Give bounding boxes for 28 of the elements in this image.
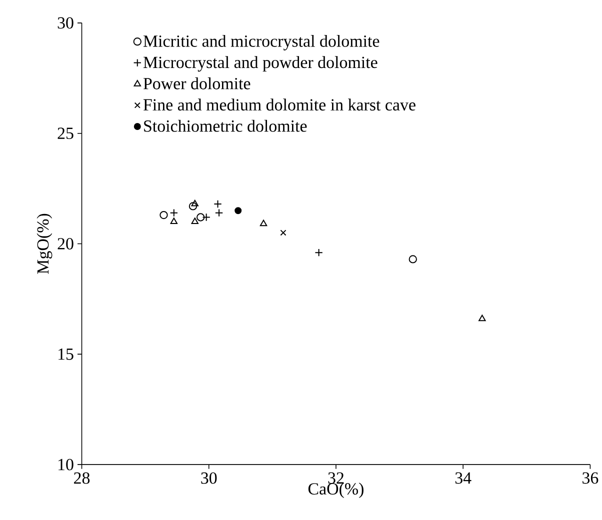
- point: [280, 229, 286, 236]
- legend-label: Fine and medium dolomite in karst cave: [143, 98, 416, 110]
- legend-label: Micritic and microcrystal dolomite: [143, 34, 380, 50]
- y-tick-label: 20: [58, 238, 74, 250]
- point: [478, 314, 486, 321]
- y-tick-label: 25: [58, 127, 74, 139]
- y-tick-label: 15: [58, 348, 74, 360]
- point: [234, 206, 242, 214]
- x-tick-label: 36: [582, 472, 598, 484]
- point: [160, 210, 168, 219]
- x-axis-title: CaO(%): [308, 482, 364, 498]
- legend-label: Microcrystal and powder dolomite: [143, 56, 378, 72]
- y-tick-label: 30: [58, 17, 74, 28]
- legend-label: Power dolomite: [143, 77, 250, 90]
- point: [214, 208, 224, 217]
- point: [260, 220, 268, 226]
- x-tick-label: 34: [455, 472, 472, 484]
- legend-label: Stoichiometric dolomite: [144, 120, 307, 132]
- point: [191, 217, 198, 224]
- y-axis-title: MgO(%): [36, 214, 52, 274]
- point: [188, 202, 198, 210]
- y-tick-label: 10: [58, 458, 74, 470]
- x-tick-label: 32: [328, 472, 344, 484]
- point: [314, 248, 323, 256]
- point: [408, 254, 417, 264]
- x-tick-label: 28: [74, 472, 90, 484]
- point: [191, 200, 198, 206]
- x-tick-label: 30: [201, 472, 217, 484]
